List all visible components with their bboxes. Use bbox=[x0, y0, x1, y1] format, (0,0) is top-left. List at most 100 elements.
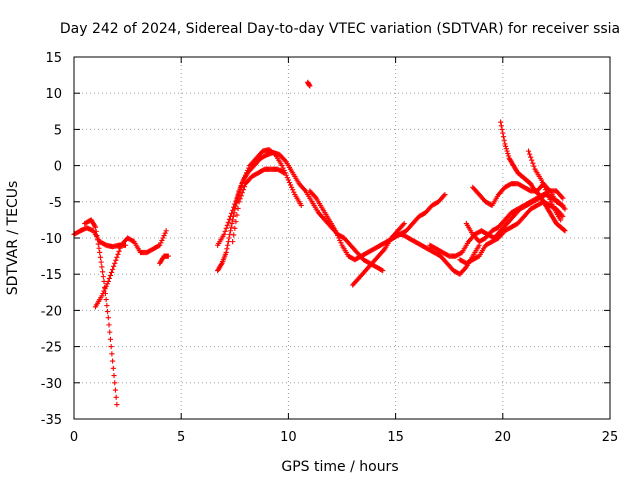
data-point bbox=[94, 232, 100, 239]
data-point bbox=[108, 269, 115, 275]
x-tick-label: 5 bbox=[177, 430, 185, 445]
data-point bbox=[234, 212, 240, 218]
series-arc-15 bbox=[470, 181, 566, 209]
data-point bbox=[102, 286, 108, 292]
data-point bbox=[338, 240, 344, 246]
data-point bbox=[224, 246, 230, 252]
data-point bbox=[109, 266, 116, 272]
data-point bbox=[550, 204, 556, 210]
y-tick-label: 0 bbox=[54, 160, 62, 175]
data-point bbox=[525, 148, 532, 154]
data-point bbox=[336, 235, 342, 241]
data-point bbox=[334, 230, 340, 236]
data-point bbox=[505, 150, 511, 157]
data-point bbox=[105, 278, 111, 285]
y-tick-label: -10 bbox=[41, 232, 62, 247]
data-point bbox=[106, 275, 112, 282]
data-point bbox=[549, 201, 555, 207]
data-point bbox=[227, 213, 234, 219]
data-point bbox=[112, 387, 119, 393]
data-point bbox=[231, 204, 237, 210]
y-tick-label: -5 bbox=[49, 196, 62, 211]
data-point bbox=[107, 272, 114, 279]
data-point bbox=[530, 160, 536, 166]
grid bbox=[74, 57, 610, 419]
data-point bbox=[546, 194, 552, 200]
data-point bbox=[232, 201, 238, 207]
series-arc-17 bbox=[525, 148, 564, 223]
data-point bbox=[499, 126, 505, 132]
series-arc-07 bbox=[230, 166, 287, 245]
series-arc-03 bbox=[92, 228, 169, 310]
data-point bbox=[500, 134, 507, 140]
data-point bbox=[161, 232, 167, 239]
data-point bbox=[116, 248, 122, 254]
data-point bbox=[100, 274, 106, 280]
data-point bbox=[224, 222, 230, 228]
data-point bbox=[228, 210, 235, 216]
data-point bbox=[246, 165, 252, 171]
x-tick-label: 10 bbox=[280, 430, 297, 445]
y-tick-label: 10 bbox=[45, 87, 62, 102]
data-point bbox=[222, 228, 228, 234]
data-point bbox=[235, 205, 241, 212]
data-point bbox=[560, 202, 566, 209]
data-point bbox=[307, 83, 313, 89]
data-point bbox=[104, 309, 111, 315]
data-point bbox=[545, 191, 551, 198]
x-tick-label: 25 bbox=[602, 430, 619, 445]
data-point bbox=[114, 254, 120, 260]
data-point bbox=[281, 170, 287, 176]
data-point bbox=[113, 394, 119, 400]
data-point bbox=[498, 123, 504, 129]
data-point bbox=[101, 288, 107, 294]
data-point bbox=[500, 130, 506, 136]
data-point bbox=[559, 202, 565, 208]
data-point bbox=[290, 187, 296, 193]
data-point bbox=[238, 193, 244, 199]
data-point bbox=[241, 184, 248, 190]
data-point bbox=[401, 220, 407, 227]
data-point bbox=[547, 196, 553, 202]
data-point bbox=[104, 302, 110, 309]
data-marks bbox=[71, 79, 568, 408]
data-point bbox=[332, 228, 339, 234]
data-point bbox=[298, 202, 304, 209]
data-point bbox=[109, 351, 115, 357]
data-point bbox=[99, 293, 105, 299]
data-point bbox=[97, 249, 103, 256]
data-point bbox=[107, 329, 113, 335]
series-arc-10 bbox=[350, 220, 407, 288]
data-point bbox=[227, 231, 233, 237]
data-point bbox=[528, 154, 534, 160]
data-point bbox=[223, 225, 229, 231]
x-axis-label: GPS time / hours bbox=[281, 459, 398, 475]
data-point bbox=[113, 257, 119, 263]
data-point bbox=[93, 228, 99, 234]
series-arc-01 bbox=[71, 225, 129, 250]
data-point bbox=[230, 217, 236, 223]
data-point bbox=[543, 187, 549, 193]
data-point bbox=[104, 281, 110, 287]
data-point bbox=[286, 179, 293, 186]
data-point bbox=[245, 167, 251, 174]
data-point bbox=[237, 196, 243, 202]
data-point bbox=[337, 237, 343, 244]
y-axis-label: SDTVAR / TECUs bbox=[5, 181, 21, 296]
data-point bbox=[503, 146, 509, 152]
data-point bbox=[271, 151, 278, 157]
data-point bbox=[242, 172, 249, 178]
y-tick-label: 15 bbox=[45, 51, 62, 66]
data-point bbox=[542, 184, 548, 190]
data-point bbox=[238, 183, 244, 189]
data-point bbox=[502, 141, 508, 147]
data-point bbox=[103, 283, 109, 289]
data-point bbox=[230, 239, 236, 245]
y-tick-label: -35 bbox=[41, 413, 62, 428]
data-point bbox=[529, 157, 535, 163]
data-point bbox=[221, 231, 227, 237]
y-tick-label: -20 bbox=[41, 304, 62, 319]
data-point bbox=[527, 151, 533, 157]
data-point bbox=[163, 228, 169, 234]
data-point bbox=[114, 401, 120, 408]
